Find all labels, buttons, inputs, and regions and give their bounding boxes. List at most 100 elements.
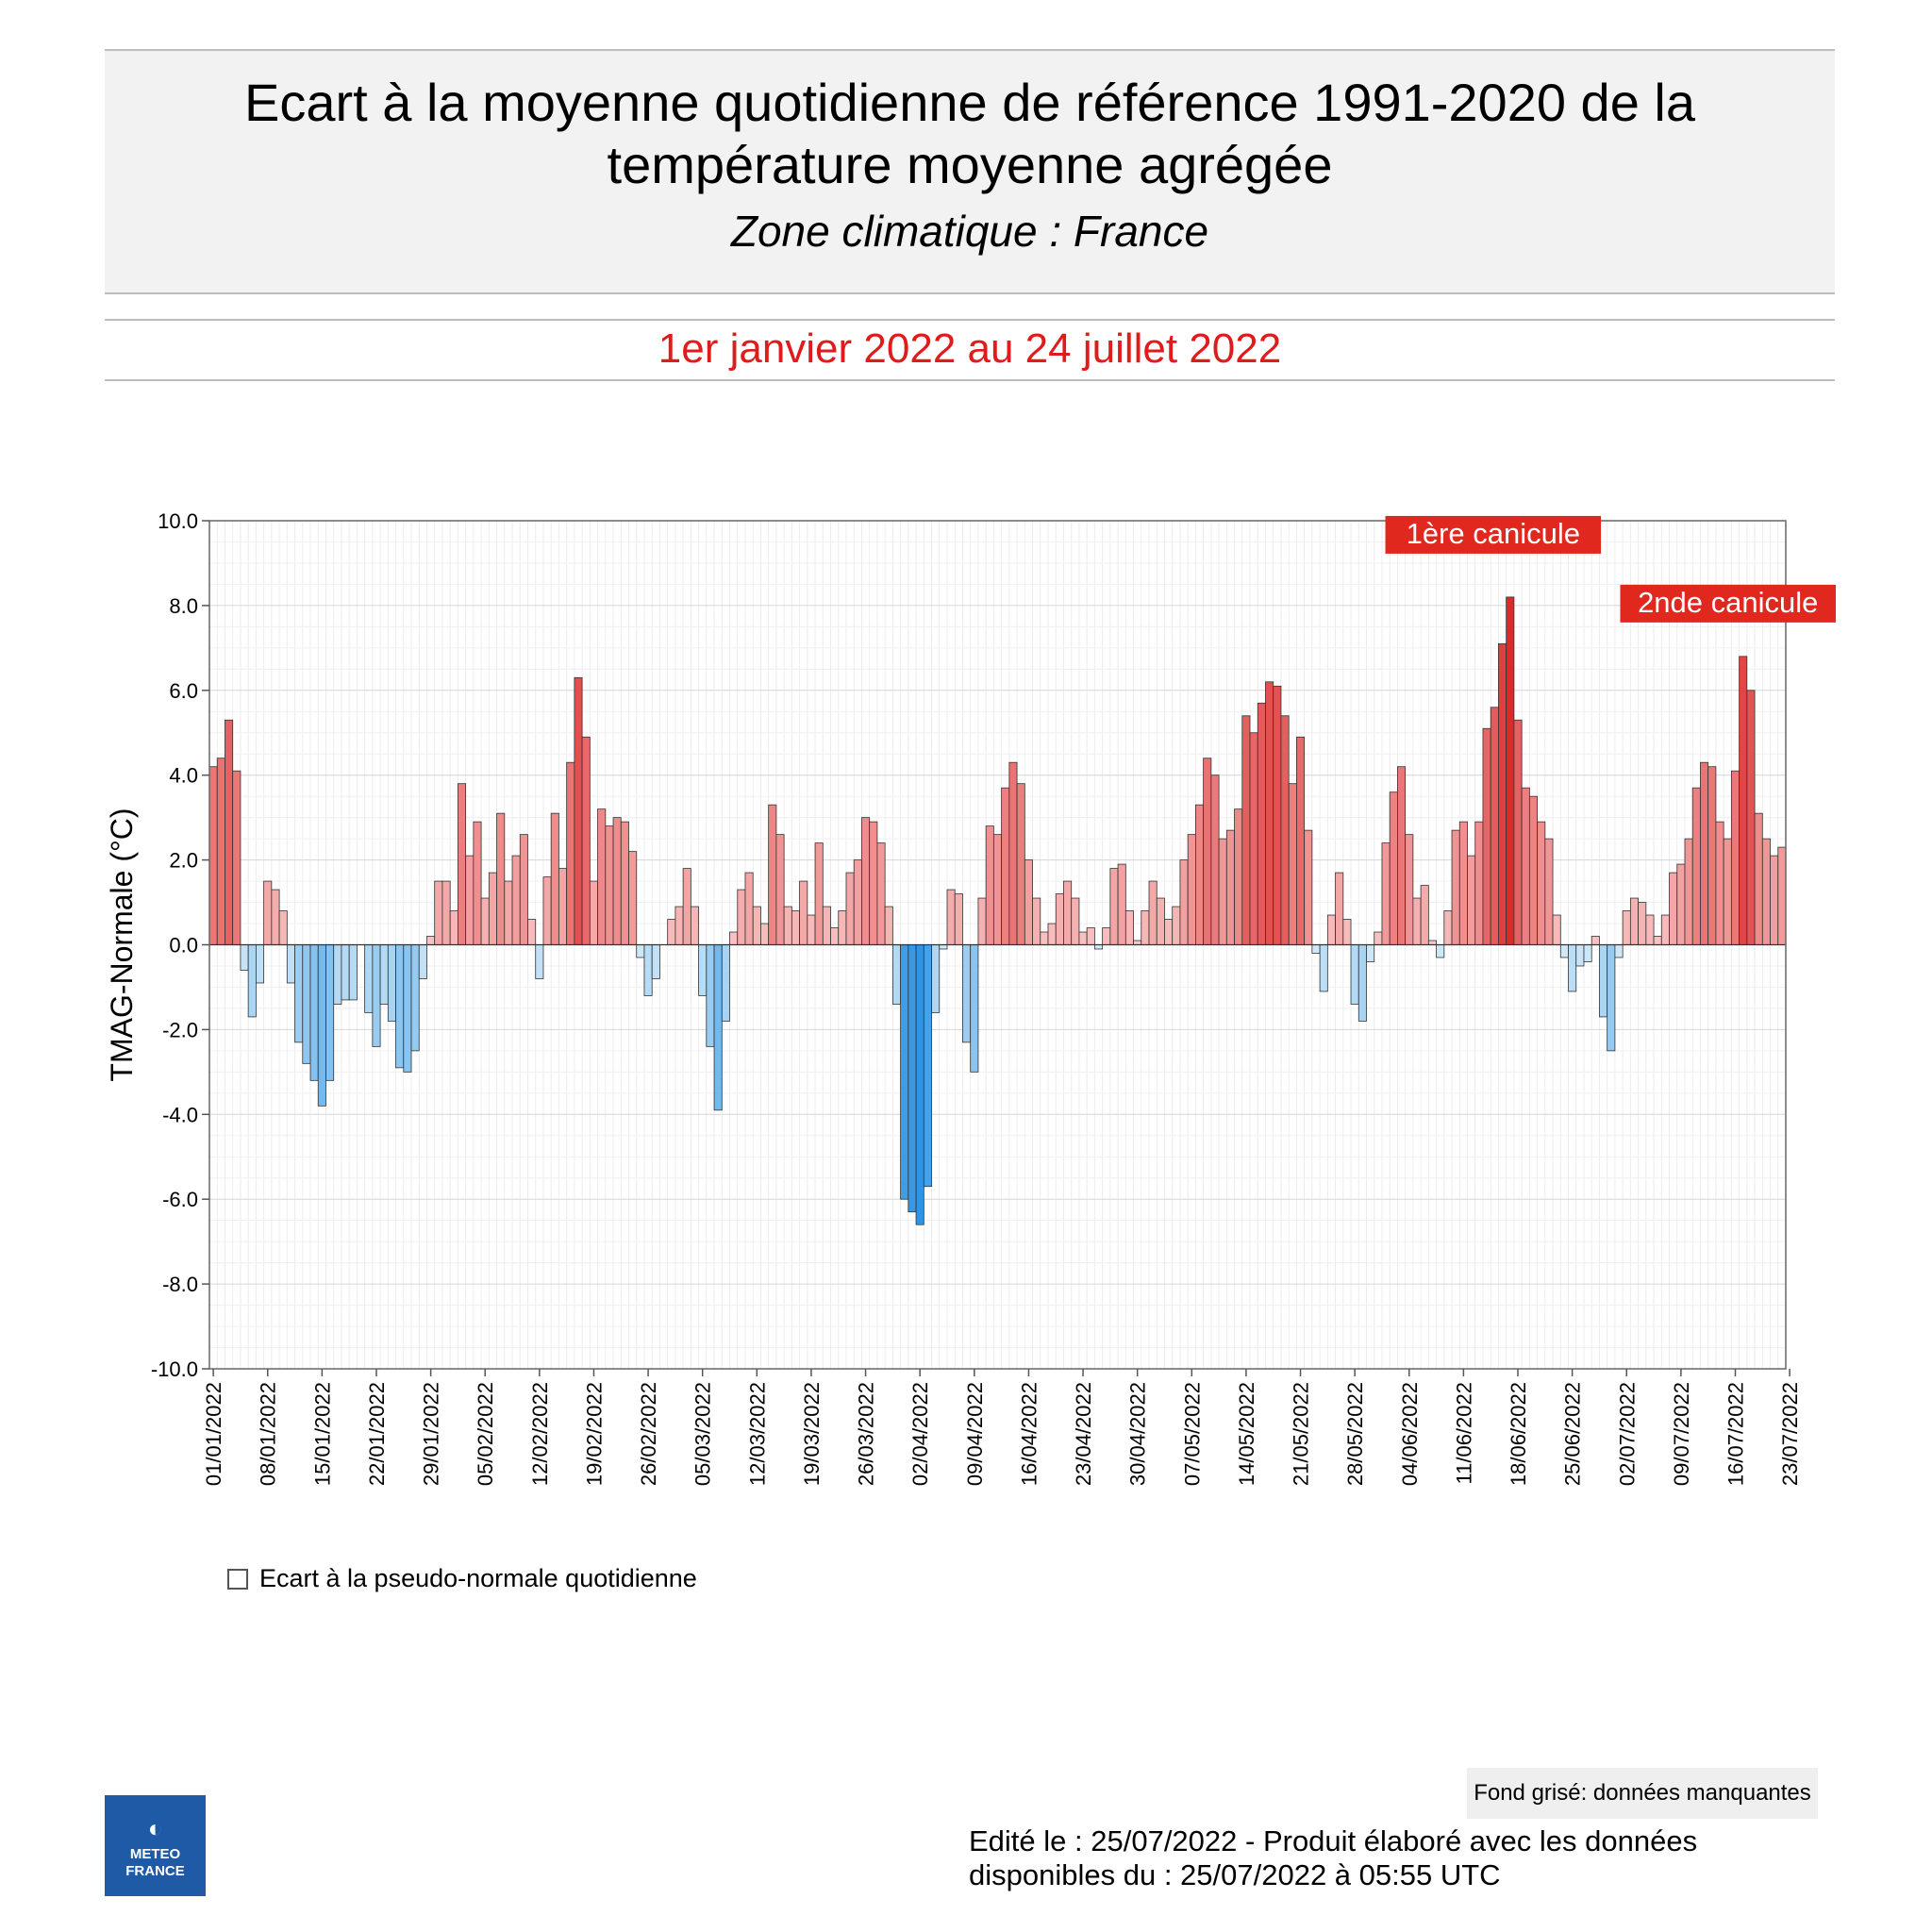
- bar: [962, 944, 972, 1043]
- bar: [208, 766, 218, 945]
- bar: [1218, 838, 1227, 945]
- y-tick-label: -4.0: [162, 1103, 198, 1126]
- y-tick-label: -10.0: [151, 1357, 198, 1381]
- bar: [1366, 944, 1375, 962]
- bar: [216, 758, 225, 945]
- bar: [1645, 914, 1655, 945]
- bar: [1304, 829, 1313, 945]
- x-tick-label: 26/03/2022: [855, 1382, 878, 1486]
- bar: [542, 876, 552, 945]
- bar: [1257, 702, 1266, 945]
- bar: [1273, 685, 1282, 945]
- bar: [1296, 736, 1306, 945]
- bar: [1093, 944, 1104, 950]
- bar: [1660, 914, 1670, 945]
- x-tick-label: 19/02/2022: [582, 1382, 606, 1486]
- bar: [1506, 596, 1515, 945]
- bar: [1599, 944, 1608, 1018]
- annotation-label: 1ère canicule: [1407, 517, 1580, 550]
- x-tick-label: 02/07/2022: [1615, 1382, 1639, 1486]
- bar: [1559, 944, 1569, 958]
- bar: [1326, 914, 1336, 945]
- bar: [1133, 940, 1142, 945]
- x-tick-label: 02/04/2022: [908, 1382, 932, 1486]
- bar: [1397, 766, 1407, 945]
- bar: [426, 936, 436, 945]
- bar: [838, 910, 847, 945]
- bar: [574, 676, 583, 945]
- bar: [830, 927, 840, 945]
- bar: [814, 842, 824, 945]
- y-tick-label: 0.0: [169, 934, 198, 958]
- bar: [302, 944, 311, 1064]
- bar: [566, 761, 575, 945]
- bar: [418, 944, 427, 979]
- bar: [1032, 897, 1041, 945]
- bar: [861, 817, 871, 945]
- logo-text-2: FRANCE: [125, 1863, 185, 1879]
- bar: [410, 944, 420, 1052]
- bar: [992, 834, 1003, 945]
- x-tick-label: 25/06/2022: [1561, 1382, 1585, 1486]
- bar: [1691, 787, 1701, 945]
- bar: [317, 944, 326, 1107]
- bar: [372, 944, 381, 1047]
- bar: [1544, 838, 1554, 945]
- bar: [488, 872, 497, 945]
- missing-data-note: Fond grisé: données manquantes: [1467, 1768, 1818, 1819]
- bar: [527, 919, 537, 945]
- bar: [449, 910, 458, 945]
- bar: [1210, 774, 1220, 945]
- x-tick-label: 28/05/2022: [1343, 1382, 1367, 1486]
- bar: [1474, 821, 1484, 945]
- y-tick-label: 8.0: [169, 594, 198, 618]
- bar: [1676, 863, 1686, 945]
- bar: [737, 889, 746, 945]
- bar: [1638, 902, 1647, 945]
- bar: [1451, 829, 1460, 945]
- bar: [1427, 940, 1437, 945]
- bar: [1071, 897, 1080, 945]
- bar: [1203, 758, 1212, 945]
- bar: [915, 944, 924, 1225]
- bar: [675, 906, 684, 945]
- x-tick-label: 19/03/2022: [800, 1382, 824, 1486]
- bar: [791, 910, 800, 945]
- bar: [1622, 910, 1631, 945]
- bar: [1707, 766, 1717, 945]
- bar: [1761, 838, 1771, 945]
- bar: [900, 944, 909, 1200]
- meteo-france-logo: ◐ METEO FRANCE: [105, 1795, 206, 1896]
- bar: [364, 944, 374, 1013]
- bar: [775, 834, 785, 945]
- bar: [341, 944, 350, 1001]
- bar: [1653, 936, 1662, 945]
- bar: [395, 944, 405, 1069]
- y-tick-label: -2.0: [162, 1018, 198, 1041]
- bar: [690, 906, 699, 945]
- bar: [1109, 868, 1119, 945]
- y-tick-label: 2.0: [169, 849, 198, 873]
- bar: [1700, 761, 1709, 945]
- y-tick-label: 10.0: [158, 509, 198, 533]
- bar: [1008, 761, 1018, 945]
- x-tick-label: 11/06/2022: [1452, 1382, 1475, 1484]
- bar: [597, 808, 607, 945]
- bar: [1047, 923, 1057, 945]
- x-tick-label: 18/06/2022: [1507, 1382, 1530, 1486]
- bar: [589, 880, 598, 945]
- bar: [651, 944, 660, 979]
- bar: [1458, 821, 1468, 945]
- x-tick-label: 14/05/2022: [1235, 1382, 1258, 1486]
- bar: [504, 880, 513, 945]
- bar: [1389, 791, 1398, 945]
- edition-line-2: disponibles du : 25/07/2022 à 05:55 UTC: [969, 1858, 1501, 1891]
- x-tick-label: 12/02/2022: [528, 1382, 552, 1486]
- bar: [247, 944, 257, 1018]
- bar: [620, 821, 629, 945]
- bar: [387, 944, 396, 1022]
- bar: [441, 880, 451, 945]
- bar: [1723, 838, 1732, 945]
- bar: [1746, 690, 1756, 945]
- bar: [1063, 880, 1073, 945]
